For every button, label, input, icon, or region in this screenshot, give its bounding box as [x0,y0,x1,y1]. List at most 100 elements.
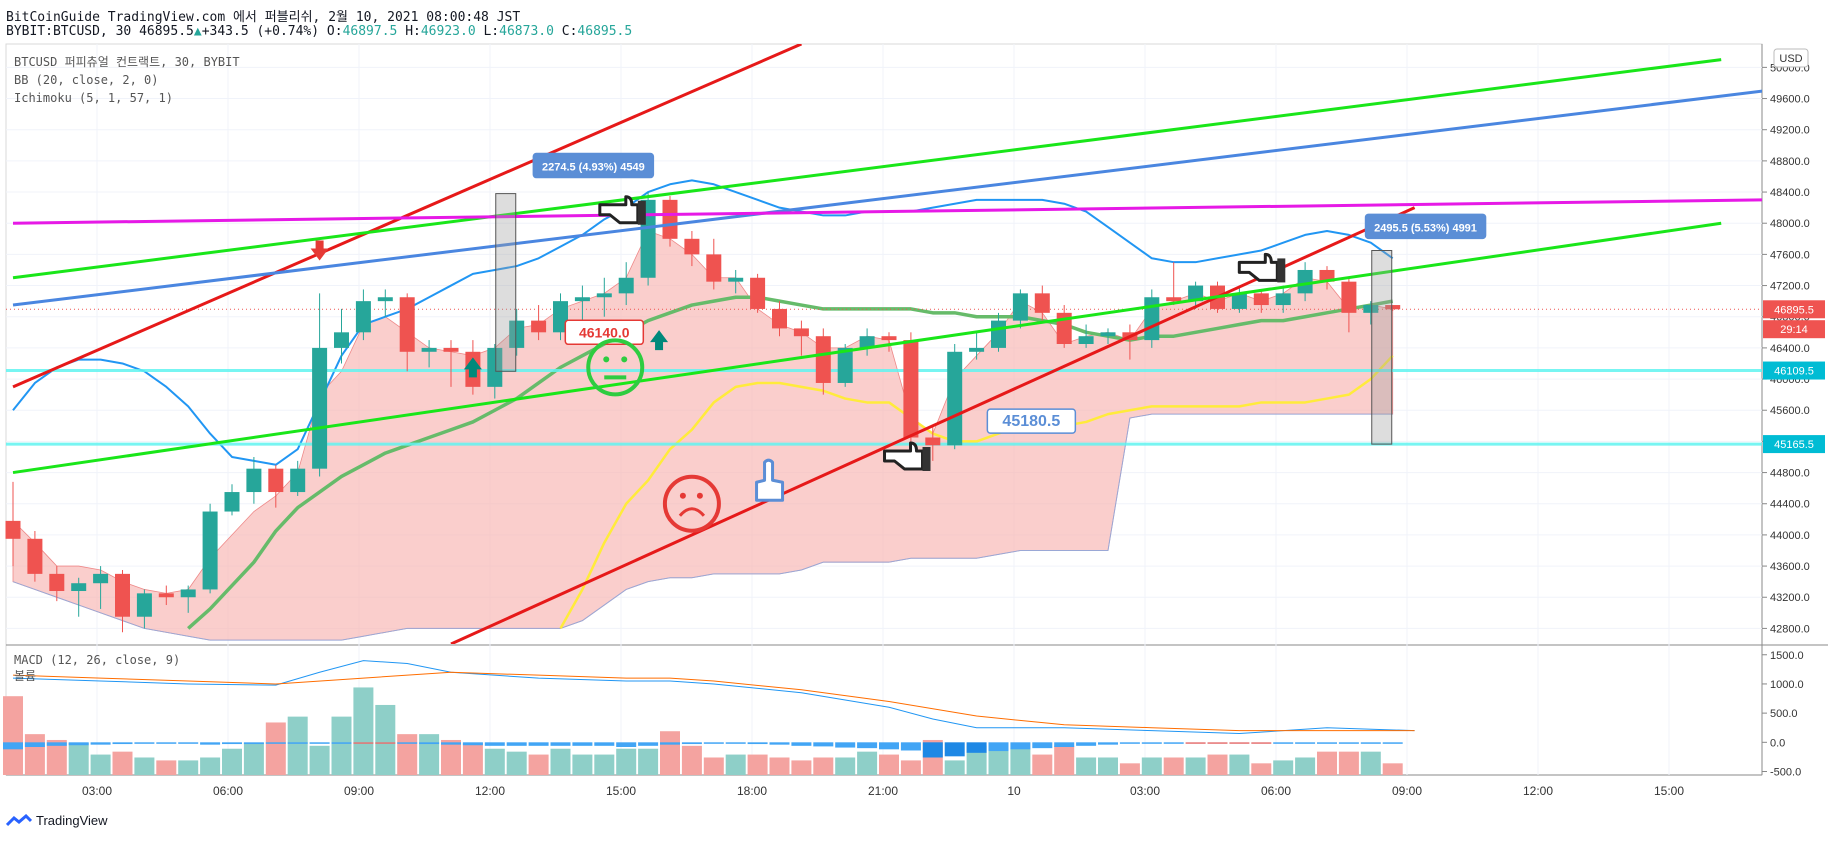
volume-bar [1382,763,1403,775]
candle-body[interactable] [1363,305,1379,313]
x-tick-label: 06:00 [1261,784,1291,798]
candle-body[interactable] [334,332,349,348]
cloud-lower-edge [12,413,1393,641]
candle-body[interactable] [991,320,1006,348]
candle-body[interactable] [859,336,875,348]
symbol[interactable]: BYBIT:BTCUSD, 30 [6,24,132,39]
measure-range-2[interactable] [1371,249,1393,445]
trend-line[interactable] [12,89,1765,307]
candle-body[interactable] [1341,281,1357,313]
candle-body[interactable] [1078,336,1094,344]
candle-body[interactable] [662,199,678,239]
candle-body[interactable] [618,277,634,294]
candle-body[interactable] [1231,293,1247,309]
macd-histogram-bar [594,742,615,746]
candle-body[interactable] [1034,293,1050,313]
candle-body[interactable] [93,573,109,584]
candle-body[interactable] [1297,269,1313,294]
hand-pointer-icon-shape [598,195,640,225]
trend-line[interactable] [12,44,802,389]
macd-histogram-bar [1382,742,1403,744]
macd-histogram-bar [287,742,308,744]
candle-body[interactable] [684,238,700,255]
candle-body[interactable] [71,583,87,592]
candle-body[interactable] [509,320,525,348]
hand-pointer-up-icon [755,458,785,502]
annotation-box[interactable] [1364,213,1487,240]
candle-body[interactable] [312,347,328,469]
candle-body[interactable] [903,340,919,438]
candle-body[interactable] [180,589,196,598]
candle-body[interactable] [202,511,218,590]
volume-bar [1360,751,1381,775]
candle-body[interactable] [596,293,612,298]
trend-lines[interactable] [12,44,1765,644]
candle-body[interactable] [399,297,415,352]
candle-body[interactable] [728,277,744,282]
annotation-box[interactable] [532,152,655,179]
y-tick-label: 48000.0 [1770,218,1810,230]
candle-body[interactable] [1012,293,1028,321]
candle-body[interactable] [115,573,130,617]
annotation-label: 2495.5 (5.53%) 4991 [1374,222,1477,234]
candle-body[interactable] [706,254,722,282]
volume-bar [309,745,330,775]
candle-body[interactable] [553,301,568,333]
candle-body[interactable] [881,336,897,341]
candle-body[interactable] [421,347,437,352]
candle-body[interactable] [355,301,371,333]
measure-range-1[interactable] [495,193,517,372]
legend-bb: BB (20, close, 2, 0) [14,73,159,87]
candle-body[interactable] [224,492,240,512]
volume-bar [944,760,965,775]
candle-body[interactable] [1385,305,1401,310]
trend-line[interactable] [12,198,1765,225]
candle-body[interactable] [837,347,853,383]
candle-body[interactable] [1188,285,1204,302]
candle-body[interactable] [27,538,43,574]
candle-body[interactable] [750,277,766,309]
annotation-label: 46140.0 [579,324,630,340]
macd-histogram-bar [353,742,374,744]
candle-body[interactable] [1166,297,1182,302]
candle-body[interactable] [815,336,831,383]
candle-body[interactable] [1253,293,1269,306]
volume-bar [1229,754,1250,775]
candle-body[interactable] [487,347,503,387]
annotation-box[interactable] [986,408,1077,434]
volume-bar [900,760,921,775]
candle-body[interactable] [246,468,262,493]
trend-line[interactable] [12,58,1722,280]
candle-body[interactable] [925,437,941,446]
candle-body[interactable] [49,573,65,592]
candle-body[interactable] [1275,293,1291,306]
volume-bar [1098,757,1118,775]
candle-body[interactable] [947,351,963,446]
candle-body[interactable] [574,297,590,302]
volume-bar [857,751,878,775]
candle-body[interactable] [969,347,985,352]
ichimoku-base-line [187,295,1394,630]
candle-body[interactable] [136,593,152,617]
candle-body[interactable] [443,347,459,352]
candle-body[interactable] [531,320,547,333]
candle-body[interactable] [268,468,284,493]
candle-body[interactable] [158,593,174,598]
candle-body[interactable] [1100,332,1116,337]
annotations[interactable]: 2274.5 (4.93%) 4549 2495.5 (5.53%) 4991 46… [310,152,1487,533]
candle-body[interactable] [377,297,393,302]
candle-body[interactable] [1144,297,1160,341]
currency-box[interactable] [1773,48,1809,68]
trend-line[interactable] [12,221,1722,475]
tradingview-logo[interactable]: TradingView [6,813,108,828]
volume-bar [550,748,571,775]
candle-body[interactable] [1319,269,1335,282]
candle-body[interactable] [290,468,306,493]
y-tick-label: 44000.0 [1770,530,1810,542]
trend-line[interactable] [450,206,1416,644]
candle-body[interactable] [5,520,21,539]
candle-body[interactable] [772,308,787,329]
volume-bar [813,757,834,775]
candle-body[interactable] [793,328,809,337]
